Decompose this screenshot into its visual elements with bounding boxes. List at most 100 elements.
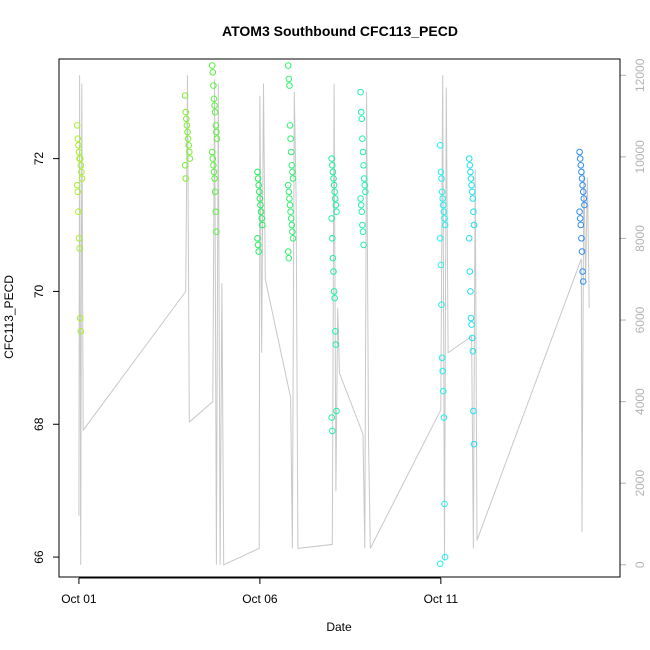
data-point: [330, 175, 337, 182]
data-point: [75, 208, 82, 215]
data-point: [437, 261, 445, 269]
data-point: [439, 367, 447, 375]
data-point: [184, 135, 192, 142]
series-flight-5b: [465, 155, 478, 448]
data-point: [467, 314, 475, 322]
data-point: [286, 122, 294, 129]
data-point: [331, 188, 339, 196]
plot-frame: [58, 58, 621, 578]
data-point: [329, 427, 336, 435]
x-tick-label: Oct 06: [242, 592, 278, 606]
data-point: [438, 188, 446, 196]
data-point: [287, 135, 294, 142]
x-tick-label: Oct 01: [61, 592, 97, 606]
data-point: [467, 288, 474, 295]
data-point: [578, 175, 586, 182]
y2-tick-label: 12000: [633, 58, 647, 92]
data-point: [440, 208, 448, 215]
data-point: [329, 254, 337, 262]
data-point: [357, 108, 365, 116]
data-point: [209, 69, 217, 76]
data-point: [289, 228, 296, 235]
data-point: [468, 188, 476, 196]
data-points: [73, 62, 588, 568]
data-point: [259, 221, 266, 229]
data-point: [284, 248, 292, 255]
data-point: [437, 142, 444, 149]
data-point: [74, 135, 82, 142]
data-point: [441, 215, 448, 222]
data-point: [467, 168, 474, 176]
data-point: [332, 328, 339, 335]
data-point: [328, 215, 336, 222]
y-tick-label: 66: [32, 550, 46, 564]
data-point: [76, 155, 84, 162]
data-point: [576, 208, 583, 215]
data-point: [186, 148, 193, 156]
data-point: [284, 181, 292, 189]
series-flight-5a: [437, 142, 449, 568]
data-point: [182, 108, 189, 116]
data-point: [210, 162, 217, 169]
data-point: [286, 195, 293, 202]
data-point: [360, 175, 368, 182]
data-point: [330, 181, 338, 189]
data-point: [254, 235, 261, 242]
series-flight-4a: [328, 155, 340, 435]
series-flight-3b: [284, 62, 297, 262]
data-point: [183, 115, 190, 123]
data-point: [468, 321, 475, 328]
data-point: [357, 88, 364, 96]
data-point: [209, 155, 217, 162]
data-point: [437, 235, 444, 242]
data-point: [328, 414, 336, 421]
data-point: [286, 201, 294, 209]
data-point: [289, 168, 296, 176]
data-point: [470, 440, 478, 448]
data-point: [285, 188, 293, 196]
data-point: [332, 201, 340, 209]
data-point: [328, 155, 336, 162]
data-point: [213, 128, 220, 136]
data-point: [440, 201, 447, 209]
series-flight-2a: [181, 92, 194, 182]
chart-title: ATOM3 Southbound CFC113_PECD: [222, 23, 458, 39]
data-point: [212, 122, 220, 129]
data-point: [285, 254, 293, 262]
data-point: [469, 195, 477, 202]
data-point: [212, 208, 220, 215]
data-point: [73, 122, 81, 129]
data-point: [437, 560, 444, 568]
data-point: [438, 354, 446, 362]
altitude-series: [78, 75, 590, 566]
data-point: [578, 168, 585, 176]
data-point: [287, 208, 294, 215]
altitude-line: [78, 75, 590, 566]
data-point: [329, 168, 337, 176]
data-point: [258, 215, 266, 222]
y2-tick-label: 0: [633, 561, 647, 568]
data-point: [186, 155, 194, 162]
y-tick-label: 68: [32, 417, 46, 431]
data-point: [333, 208, 340, 215]
data-point: [577, 162, 585, 169]
data-point: [208, 148, 216, 156]
data-point: [213, 228, 220, 235]
data-point: [211, 188, 219, 196]
data-point: [76, 314, 84, 322]
data-point: [78, 175, 86, 182]
series-flight-1: [73, 122, 86, 335]
data-point: [287, 215, 295, 222]
data-point: [361, 181, 369, 189]
data-point: [254, 175, 262, 182]
data-point: [185, 142, 192, 149]
data-point: [211, 108, 219, 116]
data-point: [77, 162, 85, 169]
data-point: [579, 278, 587, 285]
data-point: [76, 245, 83, 252]
data-point: [360, 241, 367, 249]
data-point: [465, 235, 473, 242]
data-point: [256, 195, 264, 202]
data-point: [362, 188, 369, 196]
data-point: [333, 407, 340, 415]
